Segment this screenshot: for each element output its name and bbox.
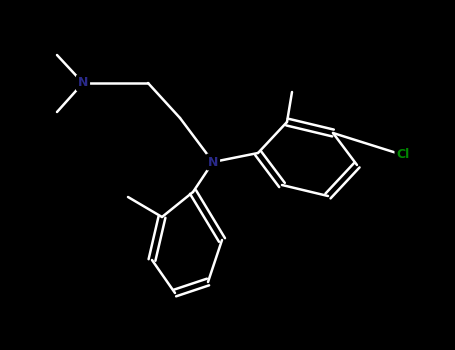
- Text: N: N: [208, 155, 218, 168]
- Text: Cl: Cl: [396, 148, 410, 161]
- Text: N: N: [78, 77, 88, 90]
